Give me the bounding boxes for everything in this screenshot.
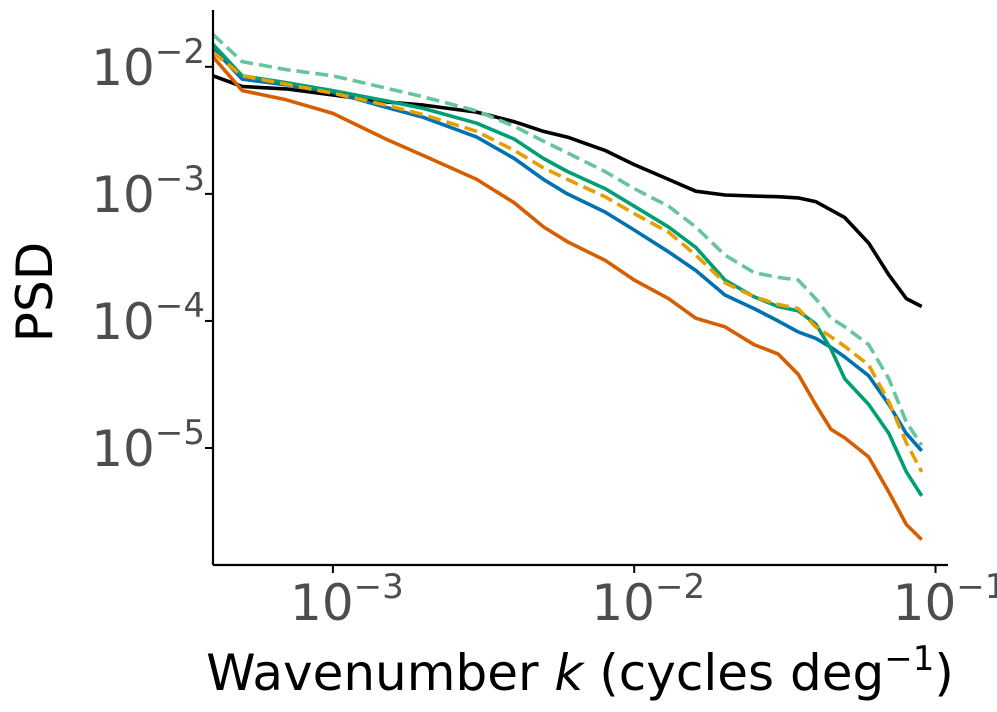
- y-tick-label-base: 10: [91, 166, 155, 224]
- y-tick-label: 10−2: [91, 32, 205, 97]
- x-tick-label-exponent: −1: [956, 567, 997, 607]
- x-axis-title: Wavenumber k (cycles deg−1): [206, 639, 954, 702]
- series-line-lightgreen-dashed: [211, 33, 924, 447]
- x-axis-title-main: Wavenumber: [206, 644, 554, 702]
- x-tick-label-base: 10: [591, 574, 655, 632]
- y-tick-label: 10−5: [91, 413, 205, 478]
- y-tick-label-exponent: −5: [155, 413, 205, 453]
- series-line-green-solid: [211, 43, 924, 497]
- y-tick-label-base: 10: [91, 293, 155, 351]
- x-tick-label-base: 10: [290, 574, 354, 632]
- x-axis-title-unit: (cycles deg: [583, 644, 884, 702]
- ticks-layer: 10−3 10−2 10−110−210−310−410−5: [91, 32, 997, 632]
- y-tick-label-base: 10: [91, 420, 155, 478]
- x-tick-label: 10−1: [893, 567, 997, 632]
- series-line-orange-solid: [211, 55, 923, 541]
- x-axis-title-var: k: [554, 644, 585, 702]
- x-tick-label: 10−3: [290, 567, 404, 632]
- y-tick-label-exponent: −2: [155, 32, 205, 72]
- x-axis-title-unit-exponent: −1: [884, 639, 934, 679]
- y-tick-label: 10−4: [91, 286, 205, 351]
- x-tick-label-exponent: −3: [354, 567, 404, 607]
- axes-layer: [211, 10, 948, 567]
- series-layer: [211, 33, 924, 541]
- series-line-blue-solid: [211, 46, 924, 452]
- x-tick-label-base: 10: [893, 574, 957, 632]
- y-tick-label-base: 10: [91, 39, 155, 97]
- y-tick-label-exponent: −4: [155, 286, 205, 326]
- y-tick-label: 10−3: [91, 159, 205, 224]
- series-line-yellow-dashed: [211, 50, 924, 473]
- x-tick-label-exponent: −2: [655, 567, 705, 607]
- y-tick-label-exponent: −3: [155, 159, 205, 199]
- y-axis-title: PSD: [6, 242, 64, 342]
- x-tick-label: 10−2: [591, 567, 705, 632]
- x-axis-title-unit-close: ): [934, 644, 954, 702]
